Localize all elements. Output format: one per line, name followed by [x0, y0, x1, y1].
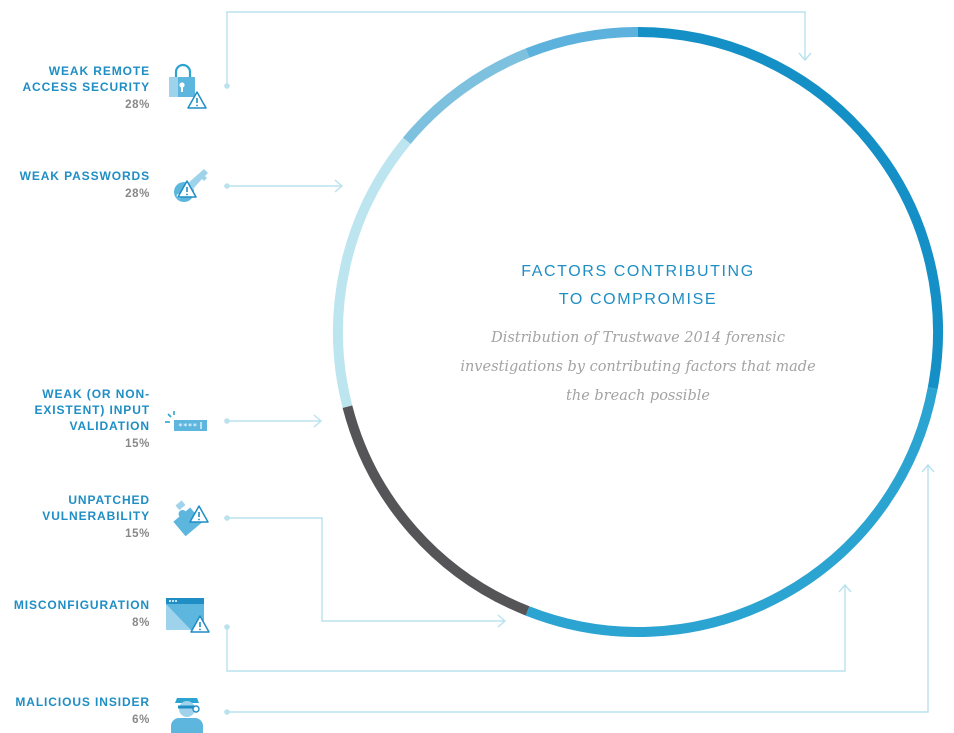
- icons: ****: [165, 63, 210, 733]
- connector-arrow-5: [921, 463, 935, 473]
- connector-line-5: [227, 465, 929, 713]
- ring: [333, 27, 943, 637]
- slice-value: 15%: [125, 528, 150, 540]
- connector-line-3: [227, 517, 505, 622]
- spy-icon: [171, 698, 203, 733]
- chart-title: FACTORS CONTRIBUTING TO COMPROMISE: [521, 263, 755, 308]
- connector-line-0: [226, 11, 806, 86]
- label-input-validation: WEAK (OR NON- EXISTENT) INPUT VALIDATION…: [0, 386, 150, 452]
- slice-arc-4: [402, 48, 530, 144]
- window-warning-icon: [166, 598, 210, 633]
- label-weak-remote-access: WEAK REMOTE ACCESS SECURITY 28%: [0, 63, 150, 113]
- connector-arrow-2: [313, 414, 323, 428]
- slice-value: 15%: [125, 438, 150, 450]
- label-weak-passwords: WEAK PASSWORDS 28%: [0, 168, 150, 202]
- connector-arrow-1: [334, 179, 344, 193]
- connector-arrow-0: [798, 52, 812, 62]
- puzzle-warning-icon: [173, 500, 209, 537]
- slice-arc-2: [342, 405, 530, 616]
- slice-label: UNPATCHED VULNERABILITY: [42, 493, 150, 523]
- connector-line-4: [226, 585, 846, 672]
- slice-label: WEAK (OR NON- EXISTENT) INPUT VALIDATION: [34, 387, 150, 433]
- svg-text:****: ****: [178, 422, 197, 431]
- connector-arrow-3: [497, 614, 507, 628]
- slice-arc-1: [525, 387, 938, 637]
- label-malicious-insider: MALICIOUS INSIDER 6%: [0, 694, 150, 728]
- key-warning-icon: [174, 169, 208, 202]
- slice-arc-0: [637, 27, 943, 390]
- slice-value: 28%: [125, 188, 150, 200]
- slice-value: 28%: [125, 99, 150, 111]
- slice-label: WEAK REMOTE ACCESS SECURITY: [22, 64, 150, 94]
- slice-value: 6%: [132, 714, 150, 726]
- slice-value: 8%: [132, 617, 150, 629]
- chart-subtitle: Distribution of Trustwave 2014 forensic …: [460, 330, 816, 404]
- slice-label: MALICIOUS INSIDER: [15, 695, 150, 709]
- connectors: [224, 11, 935, 715]
- lock-warning-icon: [169, 63, 207, 109]
- label-misconfiguration: MISCONFIGURATION 8%: [0, 597, 150, 631]
- slice-arc-5: [525, 27, 639, 58]
- connector-arrow-4: [838, 583, 852, 593]
- slice-label: WEAK PASSWORDS: [19, 169, 150, 183]
- slice-arc-3: [333, 137, 411, 408]
- slice-label: MISCONFIGURATION: [13, 598, 150, 612]
- label-unpatched-vulnerability: UNPATCHED VULNERABILITY 15%: [0, 492, 150, 542]
- password-field-icon: ****: [165, 411, 207, 431]
